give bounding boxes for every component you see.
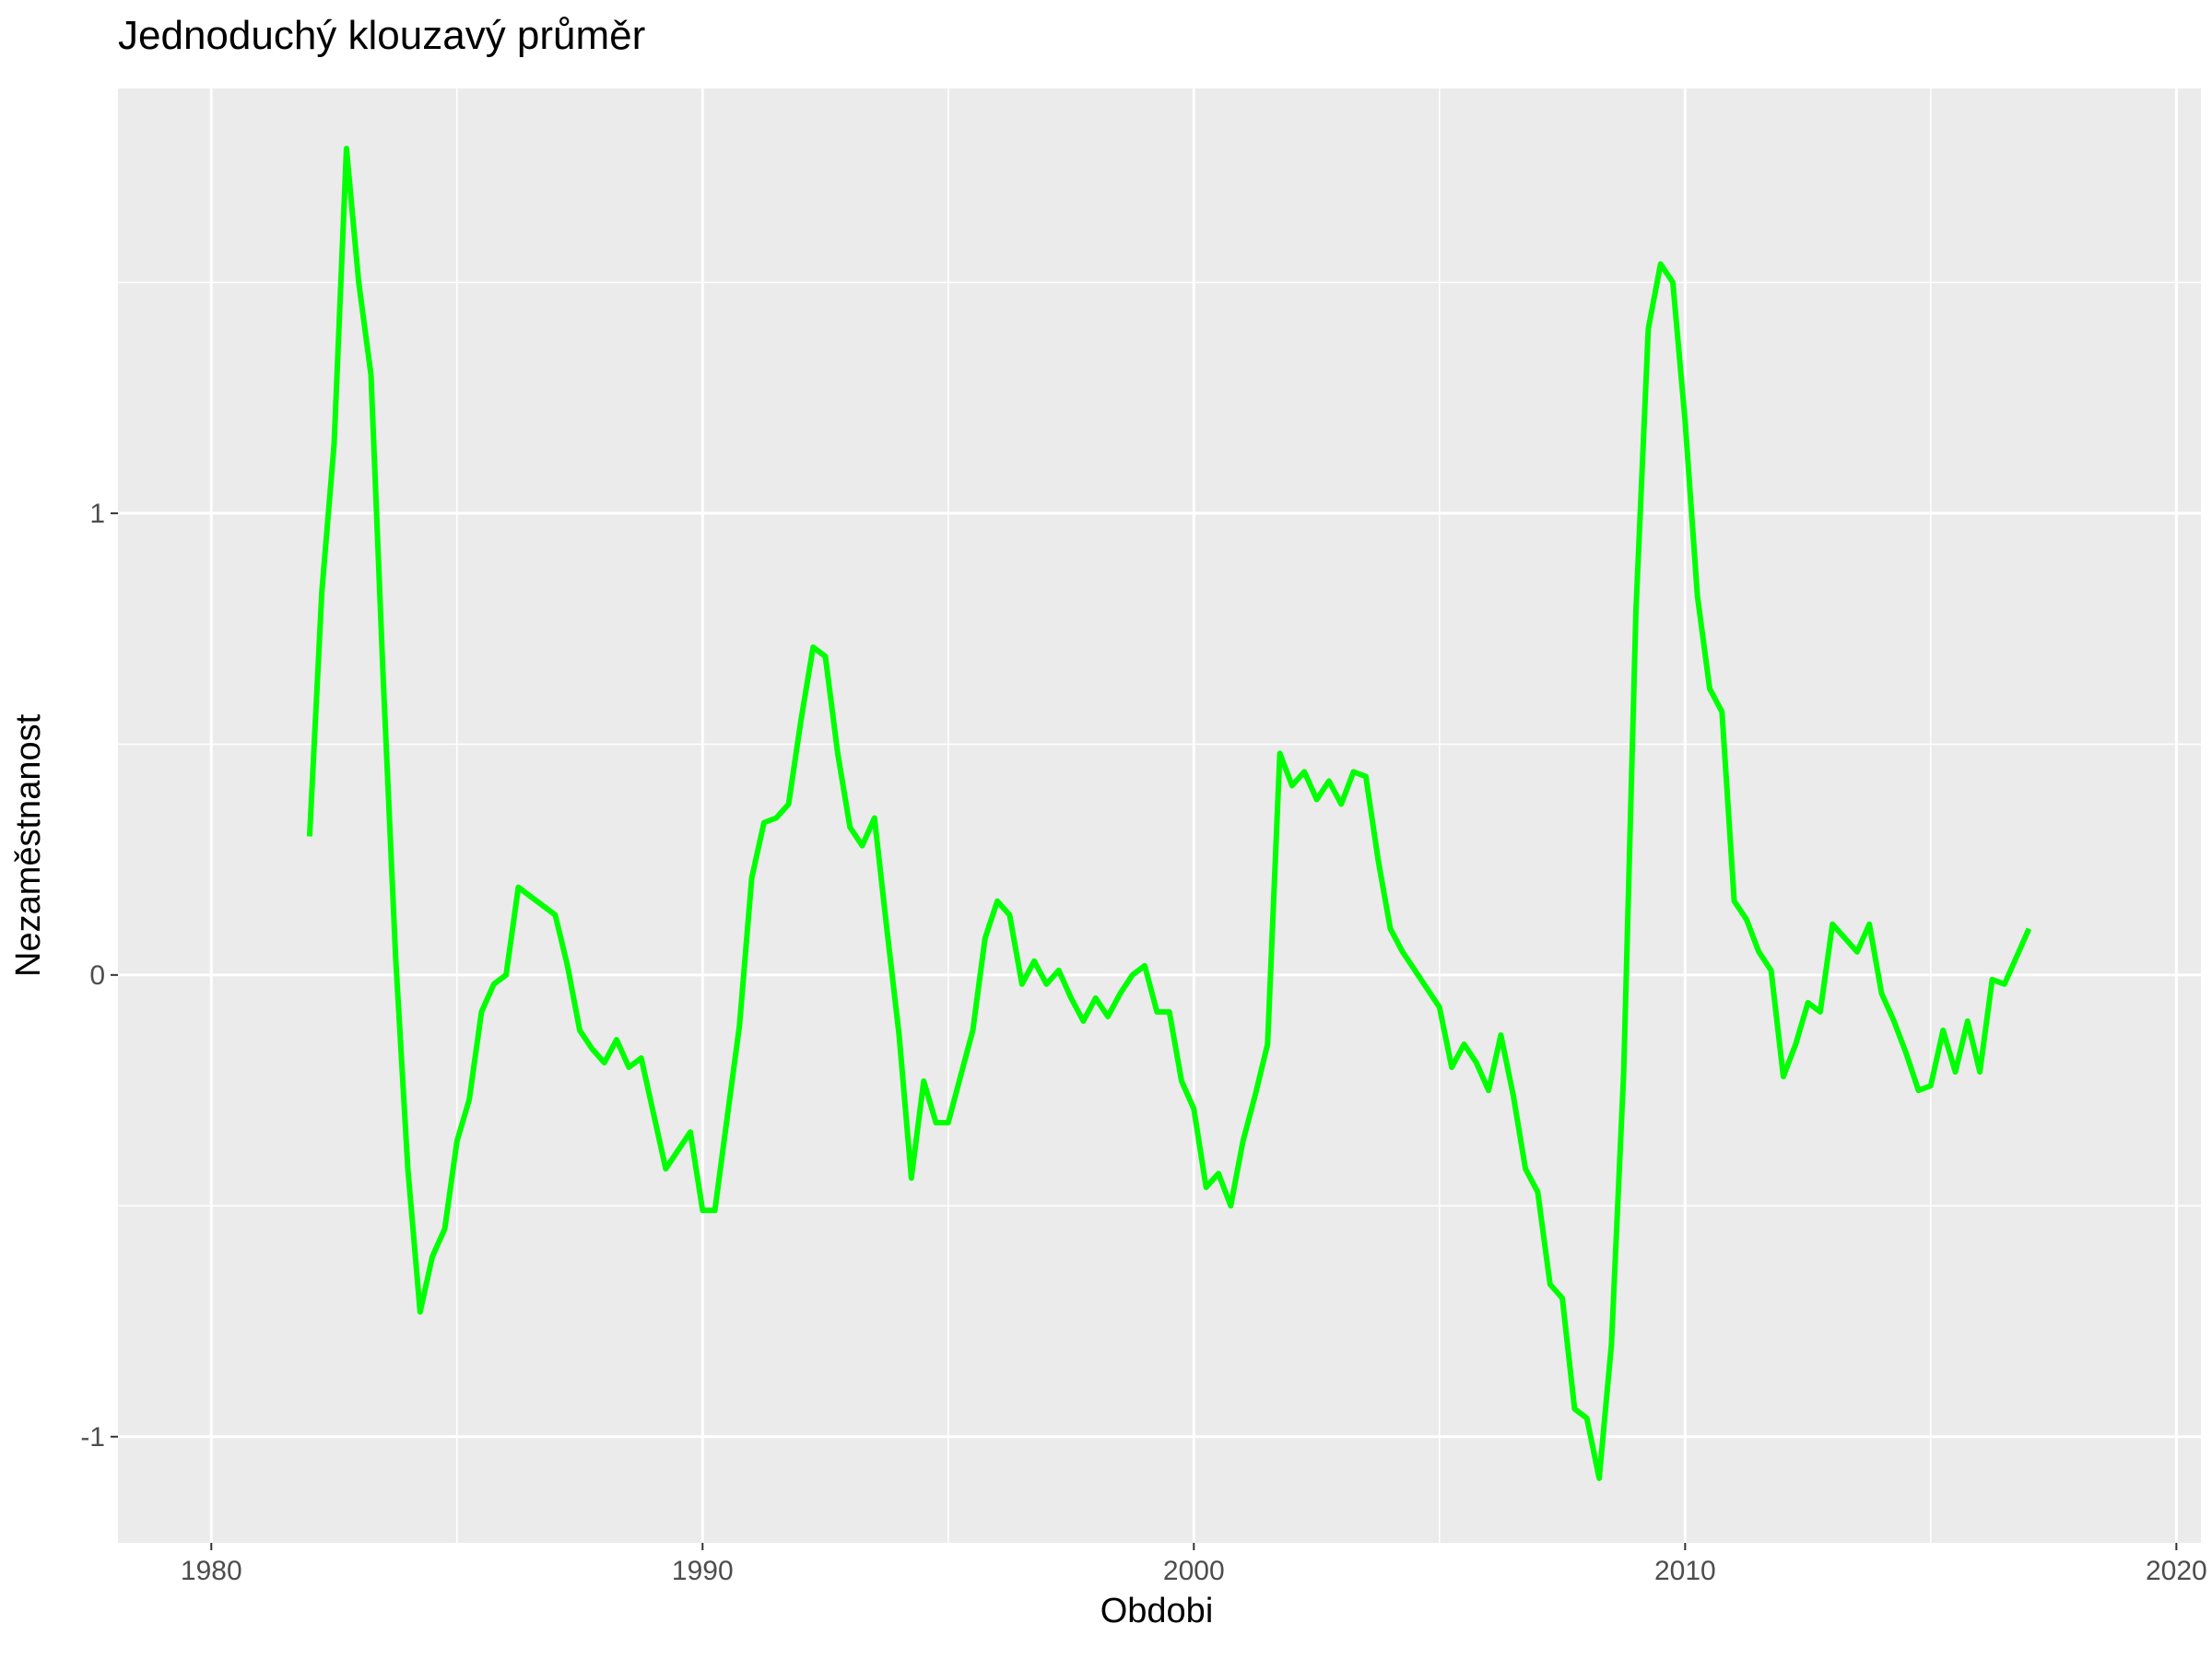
series-line: [306, 146, 2032, 1481]
y-axis-label: Nezaměstnanost: [9, 713, 48, 977]
x-axis-label: Obdobi: [1100, 1592, 1214, 1630]
y-tick-label: -1: [80, 1422, 105, 1453]
plot-panel: [118, 88, 2201, 1543]
y-tick-label: 0: [89, 960, 105, 991]
chart-title: Jednoduchý klouzavý průměr: [118, 13, 646, 58]
x-tick-label: 2010: [1654, 1556, 1716, 1586]
x-tick-label: 2020: [2146, 1556, 2207, 1586]
axis-ticks: 1980 1990 2000 2010 2020 -1 0 1: [80, 499, 2206, 1586]
gridlines: [118, 88, 2201, 1543]
y-tick-label: 1: [89, 499, 105, 529]
x-tick-label: 2000: [1163, 1556, 1225, 1586]
x-tick-label: 1980: [181, 1556, 242, 1586]
series-layer: [306, 146, 2032, 1481]
x-tick-label: 1990: [672, 1556, 734, 1586]
